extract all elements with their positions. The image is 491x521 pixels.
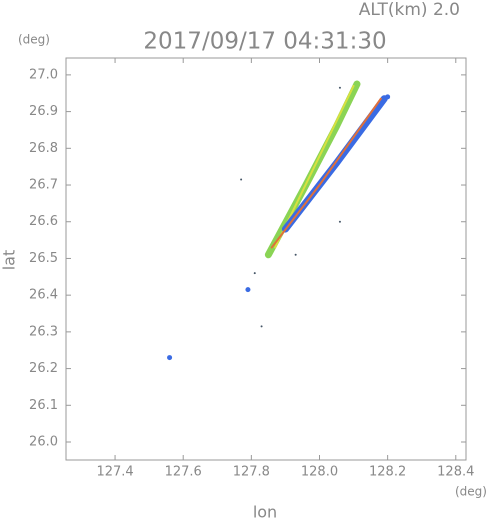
echo-point (260, 325, 263, 328)
echo-point (385, 94, 391, 100)
echo-point (167, 355, 173, 361)
y-tick-label: 26.0 (29, 435, 58, 450)
echo-point (338, 86, 341, 89)
y-tick-label: 26.6 (29, 214, 58, 229)
x-tick-label: 127.8 (233, 465, 270, 480)
echo-streak (264, 80, 361, 259)
x-tick-label: 128.4 (437, 465, 474, 480)
x-unit: (deg) (455, 485, 487, 499)
x-tick-label: 127.4 (96, 465, 133, 480)
y-tick-label: 26.1 (29, 398, 58, 413)
x-tick-label: 127.6 (165, 465, 202, 480)
plot-frame (65, 57, 467, 461)
chart-title: 2017/09/17 04:31:30 (143, 29, 386, 55)
echo-streak (270, 97, 382, 249)
y-tick-label: 26.9 (29, 104, 58, 119)
echo-point (245, 287, 251, 293)
altitude-label: ALT(km) 2.0 (359, 0, 460, 20)
y-tick-label: 26.2 (29, 361, 58, 376)
y-tick-label: 26.5 (29, 251, 58, 266)
echo-point (253, 272, 256, 275)
x-tick-label: 128.2 (369, 465, 406, 480)
echo-point (294, 253, 297, 256)
y-unit: (deg) (18, 33, 50, 47)
y-tick-label: 26.7 (29, 178, 58, 193)
y-tick-label: 26.3 (29, 324, 58, 339)
y-tick-label: 27.0 (29, 67, 58, 82)
y-tick-label: 26.4 (29, 288, 58, 303)
x-tick-label: 128.0 (301, 465, 338, 480)
x-axis-label: lon (253, 503, 277, 521)
echo-point (240, 178, 243, 181)
y-tick-label: 26.8 (29, 141, 58, 156)
echo-point (338, 220, 341, 223)
y-axis-label: lat (0, 250, 19, 271)
